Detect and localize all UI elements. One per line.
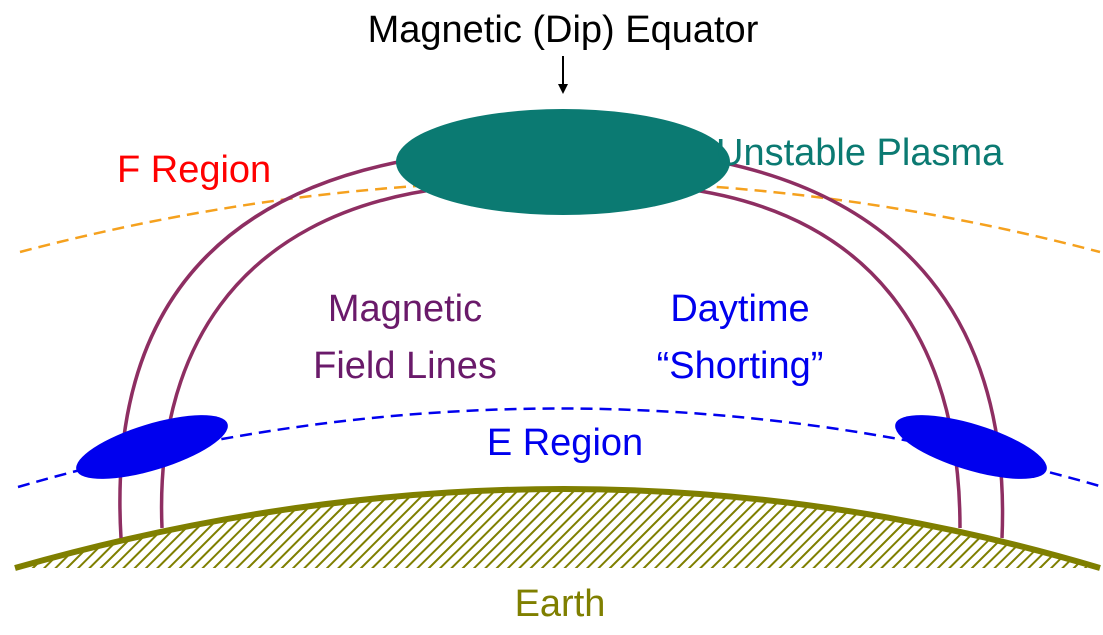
earth-label: Earth [514, 583, 606, 625]
earth-outline [14, 486, 1101, 571]
e-region-blob-left [76, 415, 228, 479]
e-region-label: E Region [486, 422, 644, 464]
unstable-plasma-label: Unstable Plasma [716, 132, 1004, 174]
field-lines-label-line1: Magnetic [327, 288, 483, 330]
f-region-boundary [19, 179, 1101, 254]
daytime-label-line2: “Shorting” [656, 345, 824, 387]
unstable-plasma-blob [396, 109, 730, 215]
e-region-blob-right [895, 415, 1047, 479]
f-region-label: F Region [117, 149, 272, 191]
equator-label: Magnetic (Dip) Equator [367, 9, 759, 51]
daytime-label-line1: Daytime [670, 288, 810, 330]
equator-arrow-head [558, 84, 568, 94]
field-lines-label-line2: Field Lines [313, 345, 497, 387]
